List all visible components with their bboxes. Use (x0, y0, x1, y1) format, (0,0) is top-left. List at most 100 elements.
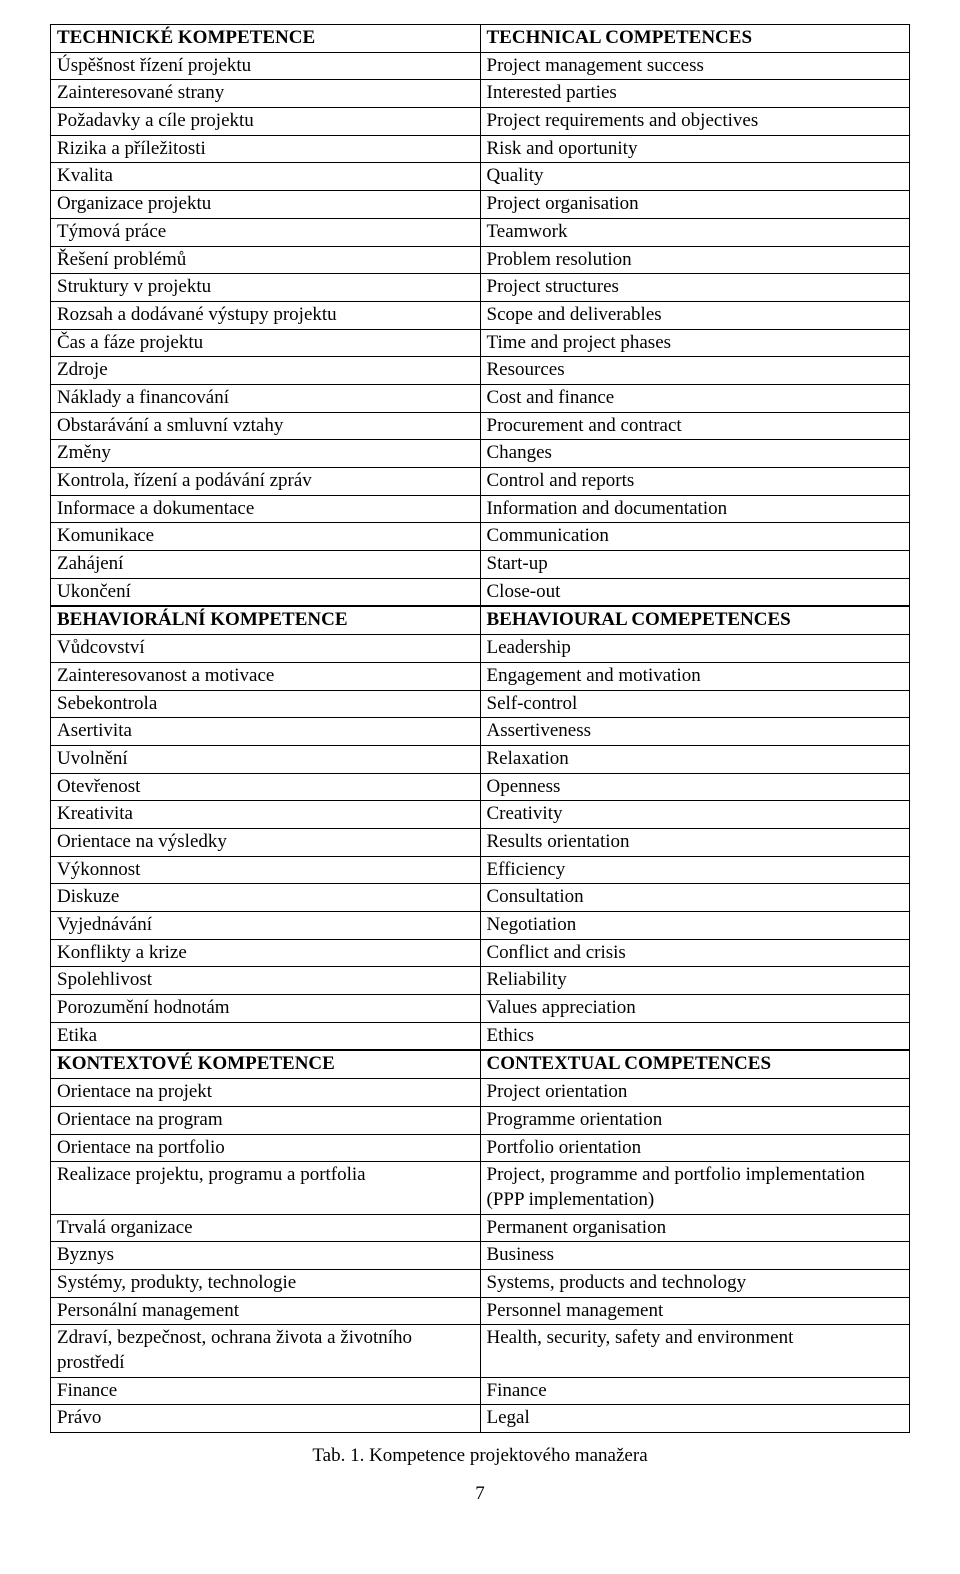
cell-right: Systems, products and technology (480, 1269, 910, 1297)
cell-left: Rizika a příležitosti (51, 135, 481, 163)
table-row: Konflikty a krizeConflict and crisis (51, 939, 910, 967)
cell-left: Byznys (51, 1242, 481, 1270)
cell-left: Změny (51, 440, 481, 468)
cell-left: Spolehlivost (51, 967, 481, 995)
cell-left: Systémy, produkty, technologie (51, 1269, 481, 1297)
table-row: VýkonnostEfficiency (51, 856, 910, 884)
table-row: Obstarávání a smluvní vztahyProcurement … (51, 412, 910, 440)
table-header-right: CONTEXTUAL COMPETENCES (480, 1051, 910, 1079)
cell-left: Zdroje (51, 357, 481, 385)
cell-right: Control and reports (480, 468, 910, 496)
cell-right: Permanent organisation (480, 1214, 910, 1242)
cell-left: Organizace projektu (51, 191, 481, 219)
cell-right: Time and project phases (480, 329, 910, 357)
table-row: AsertivitaAssertiveness (51, 718, 910, 746)
cell-right: Project, programme and portfolio impleme… (480, 1162, 910, 1214)
table-row: Organizace projektuProject organisation (51, 191, 910, 219)
cell-right: Results orientation (480, 828, 910, 856)
cell-left: Struktury v projektu (51, 274, 481, 302)
cell-right: Close-out (480, 578, 910, 606)
table-row: Orientace na portfolioPortfolio orientat… (51, 1134, 910, 1162)
table-row: OtevřenostOpenness (51, 773, 910, 801)
table-row: FinanceFinance (51, 1377, 910, 1405)
cell-left: Otevřenost (51, 773, 481, 801)
table-row: Porozumění hodnotámValues appreciation (51, 995, 910, 1023)
cell-left: Právo (51, 1405, 481, 1433)
table-header-row: TECHNICKÉ KOMPETENCETECHNICAL COMPETENCE… (51, 25, 910, 53)
cell-left: Úspěšnost řízení projektu (51, 52, 481, 80)
cell-left: Asertivita (51, 718, 481, 746)
table-row: Orientace na projektProject orientation (51, 1079, 910, 1107)
cell-left: Vyjednávání (51, 912, 481, 940)
cell-left: Kvalita (51, 163, 481, 191)
cell-left: Komunikace (51, 523, 481, 551)
cell-left: Porozumění hodnotám (51, 995, 481, 1023)
cell-right: Resources (480, 357, 910, 385)
table-header-left: BEHAVIORÁLNÍ KOMPETENCE (51, 607, 481, 635)
cell-left: Zainteresované strany (51, 80, 481, 108)
cell-right: Creativity (480, 801, 910, 829)
cell-left: Požadavky a cíle projektu (51, 108, 481, 136)
table-row: EtikaEthics (51, 1022, 910, 1050)
table-header-row: BEHAVIORÁLNÍ KOMPETENCEBEHAVIOURAL COMEP… (51, 607, 910, 635)
table-row: Personální managementPersonnel managemen… (51, 1297, 910, 1325)
cell-left: Informace a dokumentace (51, 495, 481, 523)
table-row: ZměnyChanges (51, 440, 910, 468)
cell-right: Conflict and crisis (480, 939, 910, 967)
table-row: SpolehlivostReliability (51, 967, 910, 995)
cell-right: Business (480, 1242, 910, 1270)
table-header-row: KONTEXTOVÉ KOMPETENCECONTEXTUAL COMPETEN… (51, 1051, 910, 1079)
cell-right: Relaxation (480, 745, 910, 773)
table-row: UkončeníClose-out (51, 578, 910, 606)
cell-right: Project structures (480, 274, 910, 302)
table-row: Struktury v projektuProject structures (51, 274, 910, 302)
cell-right: Self-control (480, 690, 910, 718)
cell-right: Values appreciation (480, 995, 910, 1023)
cell-right: Reliability (480, 967, 910, 995)
cell-left: Náklady a financování (51, 384, 481, 412)
cell-left: Zahájení (51, 551, 481, 579)
cell-right: Assertiveness (480, 718, 910, 746)
cell-right: Changes (480, 440, 910, 468)
cell-left: Týmová práce (51, 218, 481, 246)
table-row: Zainteresované stranyInterested parties (51, 80, 910, 108)
cell-left: Orientace na výsledky (51, 828, 481, 856)
table-row: DiskuzeConsultation (51, 884, 910, 912)
cell-left: Rozsah a dodávané výstupy projektu (51, 301, 481, 329)
table-row: KreativitaCreativity (51, 801, 910, 829)
cell-right: Interested parties (480, 80, 910, 108)
cell-left: Personální management (51, 1297, 481, 1325)
cell-left: Diskuze (51, 884, 481, 912)
cell-right: Engagement and motivation (480, 662, 910, 690)
cell-left: Uvolnění (51, 745, 481, 773)
cell-left: Zdraví, bezpečnost, ochrana života a živ… (51, 1325, 481, 1377)
table-row: Zdraví, bezpečnost, ochrana života a živ… (51, 1325, 910, 1377)
competence-table: KONTEXTOVÉ KOMPETENCECONTEXTUAL COMPETEN… (50, 1050, 910, 1433)
cell-right: Communication (480, 523, 910, 551)
table-row: Rizika a příležitostiRisk and oportunity (51, 135, 910, 163)
table-header-right: TECHNICAL COMPETENCES (480, 25, 910, 53)
cell-right: Cost and finance (480, 384, 910, 412)
table-row: ZahájeníStart-up (51, 551, 910, 579)
cell-right: Procurement and contract (480, 412, 910, 440)
cell-right: Project requirements and objectives (480, 108, 910, 136)
cell-right: Project organisation (480, 191, 910, 219)
document-page: TECHNICKÉ KOMPETENCETECHNICAL COMPETENCE… (0, 0, 960, 1545)
cell-left: Vůdcovství (51, 635, 481, 663)
table-header-right: BEHAVIOURAL COMEPETENCES (480, 607, 910, 635)
cell-left: Finance (51, 1377, 481, 1405)
table-row: Týmová práceTeamwork (51, 218, 910, 246)
table-row: PrávoLegal (51, 1405, 910, 1433)
cell-left: Řešení problémů (51, 246, 481, 274)
cell-right: Information and documentation (480, 495, 910, 523)
table-row: Náklady a financováníCost and finance (51, 384, 910, 412)
cell-left: Realizace projektu, programu a portfolia (51, 1162, 481, 1214)
table-row: Orientace na výsledkyResults orientation (51, 828, 910, 856)
table-header-left: TECHNICKÉ KOMPETENCE (51, 25, 481, 53)
table-row: ByznysBusiness (51, 1242, 910, 1270)
table-row: Úspěšnost řízení projektuProject managem… (51, 52, 910, 80)
cell-left: Výkonnost (51, 856, 481, 884)
cell-right: Openness (480, 773, 910, 801)
competence-table: BEHAVIORÁLNÍ KOMPETENCEBEHAVIOURAL COMEP… (50, 606, 910, 1050)
cell-left: Orientace na portfolio (51, 1134, 481, 1162)
